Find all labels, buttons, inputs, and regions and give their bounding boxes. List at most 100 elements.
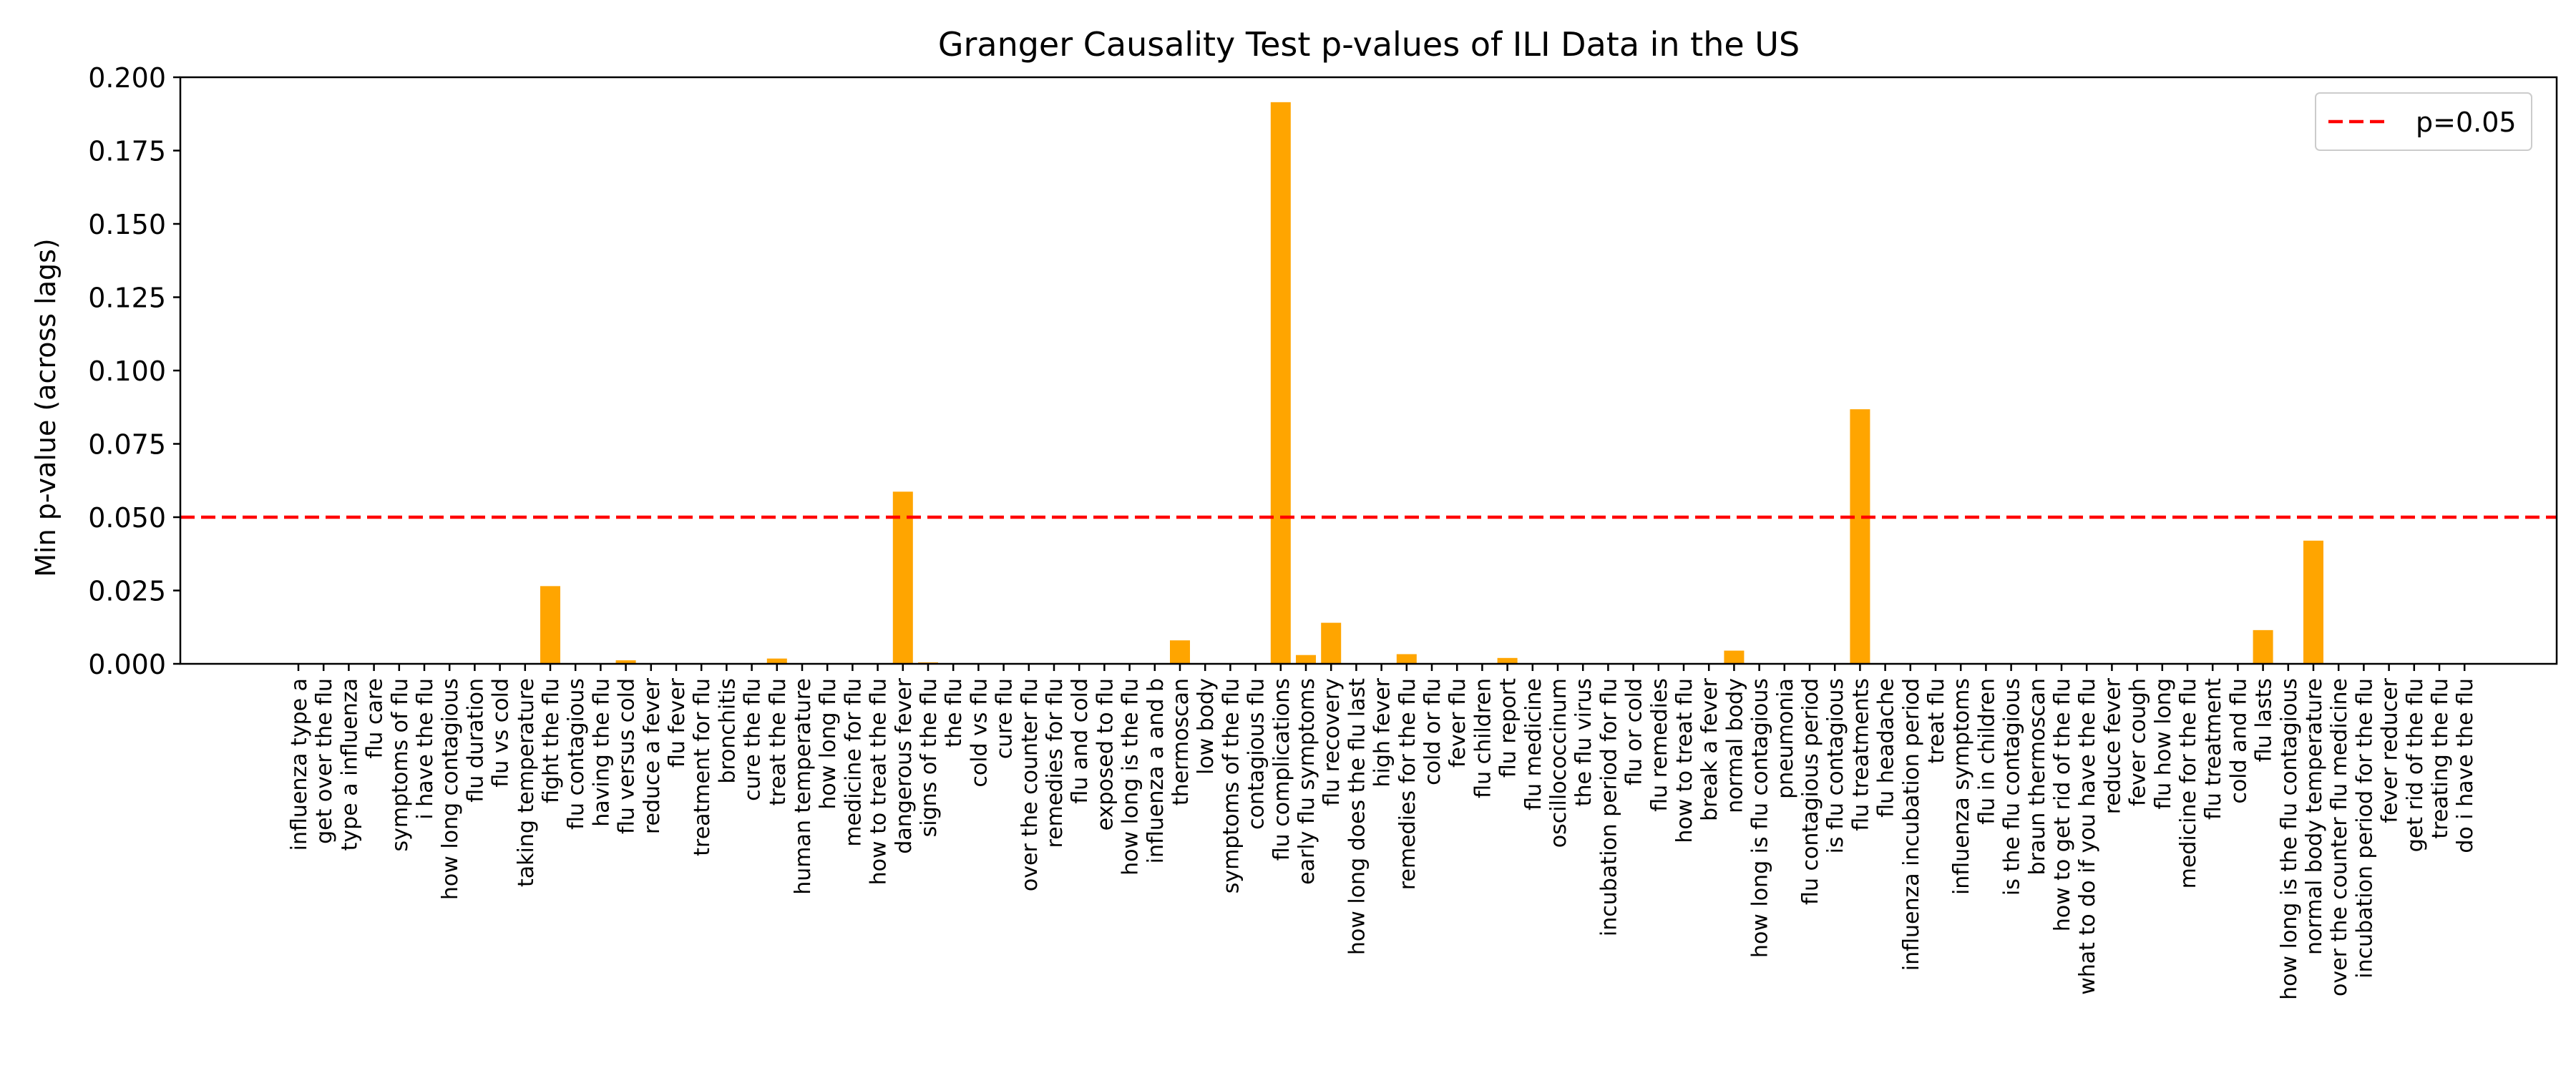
x-tick-label: fever flu — [1445, 678, 1470, 768]
x-tick-label: what to do if you have the flu — [2075, 678, 2100, 995]
x-tick-label: having the flu — [589, 678, 614, 827]
x-tick-label: treat the flu — [766, 678, 791, 805]
x-tick-label: incubation period for flu — [1596, 678, 1621, 936]
x-tick-label: how long flu — [816, 678, 841, 810]
x-tick-label: flu treatment — [2201, 678, 2226, 820]
x-tick-label: i have the flu — [413, 678, 438, 820]
x-tick-label: break a fever — [1697, 677, 1722, 821]
x-tick-label: thermoscan — [1169, 678, 1194, 805]
x-tick-label: bronchitis — [715, 678, 740, 784]
x-tick-label: human temperature — [791, 678, 816, 895]
x-tick-label: treating the flu — [2428, 678, 2453, 839]
y-tick-label: 0.100 — [88, 356, 166, 387]
x-tick-label: flu and cold — [1068, 678, 1093, 804]
x-tick-label: symptoms of the flu — [1219, 678, 1244, 893]
x-tick-label: influenza incubation period — [1899, 678, 1924, 971]
x-tick-label: how long does the flu last — [1345, 678, 1370, 955]
x-tick-label: flu vs cold — [489, 678, 514, 788]
y-tick-label: 0.075 — [88, 429, 166, 461]
x-tick-label: is the flu contagious — [2000, 678, 2025, 896]
x-tick-label: flu care — [363, 678, 388, 758]
x-tick-label: dangerous fever — [892, 677, 917, 853]
bar — [615, 660, 636, 664]
x-tick-label: get over the flu — [312, 678, 337, 844]
x-tick-label: normal body — [1722, 678, 1747, 813]
x-tick-label: incubation period for the flu — [2352, 678, 2377, 979]
x-tick-label: braun thermoscan — [2025, 678, 2050, 875]
x-tick-label: flu contagious period — [1798, 678, 1823, 905]
bar — [540, 586, 560, 664]
x-tick-label: fever reducer — [2378, 677, 2403, 823]
x-tick-label: flu children — [1470, 678, 1496, 798]
x-tick-label: medicine for flu — [841, 678, 866, 847]
x-tick-label: fever cough — [2126, 678, 2151, 806]
y-tick-label: 0.050 — [88, 502, 166, 534]
x-tick-label: flu complications — [1269, 678, 1294, 861]
x-tick-label: flu lasts — [2252, 678, 2277, 762]
x-tick-label: flu report — [1496, 678, 1521, 778]
plot-frame — [179, 76, 2558, 665]
y-tick-label: 0.125 — [88, 283, 166, 314]
x-tick-label: signs of the flu — [917, 678, 942, 837]
legend-label: p=0.05 — [2416, 107, 2517, 138]
x-tick-label: flu medicine — [1521, 678, 1546, 810]
y-tick-label: 0.150 — [88, 209, 166, 240]
x-tick-label: high fever — [1370, 677, 1395, 787]
y-axis-label: Min p-value (across lags) — [30, 238, 62, 577]
x-tick-label: medicine for the flu — [2176, 678, 2201, 888]
x-tick-label: early flu symptoms — [1294, 678, 1319, 885]
x-tick-label: remedies for flu — [1043, 678, 1068, 848]
bar — [2253, 629, 2273, 664]
x-tick-label: flu headache — [1874, 678, 1899, 818]
x-tick-label: taking temperature — [514, 678, 539, 887]
bar — [1850, 409, 1870, 664]
x-tick-label: flu versus cold — [615, 678, 640, 834]
bar — [892, 491, 913, 664]
y-axis-ticks: 0.000 0.025 0.050 0.075 0.100 0.125 0.150 0.175… — [88, 62, 180, 680]
x-tick-label: cure the flu — [741, 678, 766, 801]
bar — [1270, 102, 1291, 665]
x-tick-label: cold and flu — [2226, 678, 2251, 804]
x-tick-label: influenza a and b — [1143, 678, 1169, 863]
x-tick-label: reduce fever — [2100, 677, 2125, 814]
bar — [1321, 622, 1342, 664]
y-tick-label: 0.200 — [88, 62, 166, 94]
x-tick-label: flu recovery — [1319, 678, 1345, 806]
x-tick-label: over the counter flu medicine — [2327, 678, 2352, 996]
x-tick-label: how long is flu contagious — [1748, 678, 1773, 958]
x-axis-ticks: influenza type a get over the flu type a i… — [287, 664, 2478, 1000]
x-tick-label: remedies for the flu — [1395, 678, 1420, 890]
bar — [1724, 650, 1745, 664]
x-tick-label: exposed to flu — [1093, 678, 1118, 831]
x-tick-label: how long is the flu — [1118, 678, 1143, 876]
x-tick-label: cold or flu — [1420, 678, 1445, 785]
x-tick-label: oscillococcinum — [1546, 678, 1571, 848]
x-tick-label: symptoms of flu — [388, 678, 413, 852]
x-tick-label: flu treatments — [1848, 678, 1873, 831]
x-tick-label: the flu virus — [1571, 678, 1596, 806]
x-tick-label: type a influenza — [337, 678, 362, 851]
y-tick-label: 0.175 — [88, 136, 166, 167]
bar — [1396, 654, 1417, 664]
x-tick-label: how to get rid of the flu — [2050, 678, 2075, 931]
x-tick-label: flu remedies — [1647, 678, 1672, 812]
bar — [766, 658, 787, 664]
x-tick-label: normal body temperature — [2302, 678, 2327, 955]
x-tick-label: flu contagious — [564, 678, 589, 830]
bar — [1497, 657, 1518, 664]
x-tick-label: cold vs flu — [967, 678, 992, 788]
x-tick-label: contagious flu — [1244, 678, 1269, 830]
x-tick-label: influenza symptoms — [1949, 678, 1974, 895]
legend-box — [2315, 92, 2532, 151]
x-tick-label: flu how long — [2151, 678, 2176, 810]
y-tick-label: 0.025 — [88, 576, 166, 607]
x-tick-label: how to treat flu — [1672, 678, 1697, 843]
x-tick-label: treat flu — [1924, 678, 1949, 764]
x-tick-label: flu duration — [463, 678, 488, 803]
x-tick-label: how long is the flu contagious — [2277, 678, 2302, 1000]
x-tick-label: over the counter flu — [1018, 678, 1043, 891]
bar — [2303, 540, 2323, 664]
x-tick-label: get rid of the flu — [2403, 678, 2428, 852]
x-tick-label: cure flu — [992, 678, 1018, 759]
